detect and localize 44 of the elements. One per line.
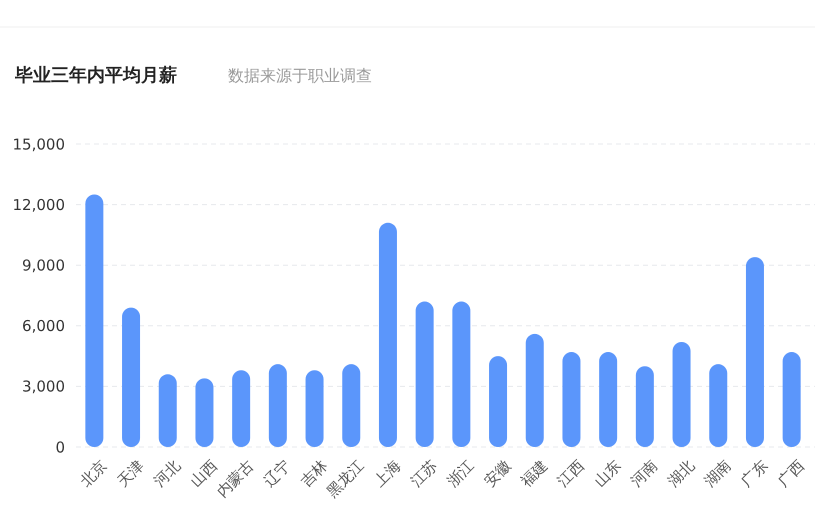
bar <box>526 334 544 447</box>
x-tick-label: 辽宁 <box>260 456 294 490</box>
y-tick-label: 0 <box>55 438 65 456</box>
bar <box>195 378 214 447</box>
bar <box>232 370 250 447</box>
bar <box>268 364 287 447</box>
bar <box>489 356 508 447</box>
x-tick-label: 广东 <box>737 456 772 490</box>
bar <box>672 342 691 447</box>
x-tick-label: 河北 <box>150 456 184 490</box>
bar <box>636 366 654 447</box>
x-tick-label: 安徽 <box>480 456 514 490</box>
y-tick-label: 9,000 <box>22 256 65 274</box>
x-tick-label: 福建 <box>517 456 552 490</box>
bar <box>599 352 618 447</box>
x-tick-label: 湖南 <box>700 456 735 490</box>
bar <box>416 302 434 447</box>
bar <box>158 374 177 447</box>
y-tick-label: 6,000 <box>22 317 65 336</box>
chart-subtitle: 数据来源于职业调查 <box>228 66 372 85</box>
bar <box>378 222 397 447</box>
x-tick-label: 江西 <box>554 456 588 490</box>
bar <box>452 302 470 447</box>
bar <box>562 352 580 447</box>
y-tick-label: 15,000 <box>12 135 65 154</box>
x-tick-label: 山东 <box>590 456 624 490</box>
bar <box>122 308 140 447</box>
bar <box>782 352 801 447</box>
x-tick-label: 上海 <box>370 456 404 490</box>
x-tick-label: 湖北 <box>664 456 698 490</box>
bar <box>746 257 764 447</box>
bar <box>709 364 728 447</box>
bar <box>85 194 104 447</box>
x-tick-label: 河南 <box>627 456 662 490</box>
x-tick-label: 广西 <box>774 456 808 490</box>
y-tick-label: 3,000 <box>22 378 65 396</box>
x-tick-label: 北京 <box>76 456 111 490</box>
x-tick-label: 江苏 <box>406 456 441 490</box>
bar <box>306 370 324 447</box>
x-tick-label: 天津 <box>113 456 148 490</box>
bar <box>342 364 360 447</box>
y-tick-label: 12,000 <box>12 196 65 214</box>
chart-title: 毕业三年内平均月薪 <box>14 65 177 86</box>
x-tick-label: 浙江 <box>444 456 478 490</box>
